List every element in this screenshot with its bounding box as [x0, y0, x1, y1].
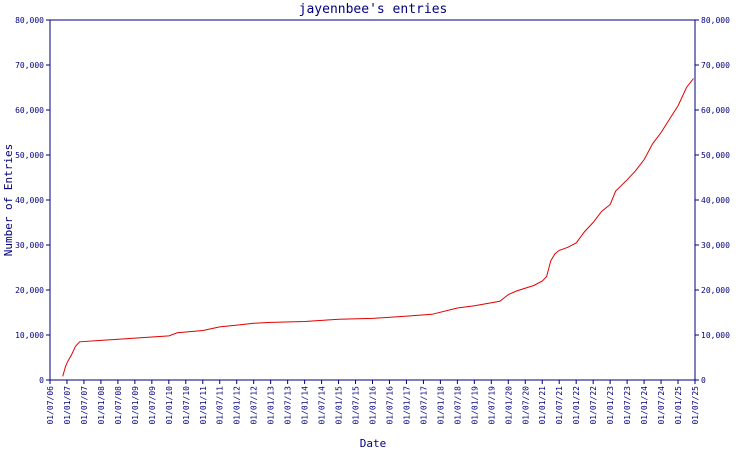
x-tick-label: 01/07/21	[555, 386, 564, 425]
plot-frame	[49, 19, 696, 381]
x-axis-label: Date	[360, 437, 387, 450]
x-tick-label: 01/01/14	[301, 386, 310, 425]
x-tick-label: 01/07/14	[318, 386, 327, 425]
y-tick-label: 40,000	[15, 196, 44, 205]
y-tick-label-right: 80,000	[701, 16, 730, 25]
x-tick-label: 01/07/12	[250, 386, 259, 425]
y-tick-label-right: 70,000	[701, 61, 730, 70]
y-tick-label-right: 60,000	[701, 106, 730, 115]
x-tick-label: 01/01/25	[674, 386, 683, 425]
x-tick-label: 01/01/17	[402, 386, 411, 425]
y-ticks-right: 0 10,000 20,000 30,000 40,000 50,000 60,000 70,…	[695, 16, 730, 385]
y-tick-label-right: 10,000	[701, 331, 730, 340]
y-tick-label: 60,000	[15, 106, 44, 115]
x-tick-label: 01/01/15	[335, 386, 344, 425]
y-tick-label-right: 20,000	[701, 286, 730, 295]
x-tick-label: 01/01/23	[606, 386, 615, 425]
x-tick-label: 01/07/16	[385, 386, 394, 425]
x-tick-label: 01/01/22	[572, 386, 581, 425]
y-tick-label: 20,000	[15, 286, 44, 295]
x-tick-label: 01/01/12	[233, 386, 242, 425]
x-tick-label: 01/07/13	[284, 386, 293, 425]
x-tick-label: 01/07/20	[521, 386, 530, 425]
y-tick-label: 70,000	[15, 61, 44, 70]
x-tick-label: 01/01/09	[131, 386, 140, 425]
x-tick-label: 01/07/09	[148, 386, 157, 425]
x-tick-label: 01/07/08	[114, 386, 123, 425]
x-tick-label: 01/01/24	[640, 386, 649, 425]
y-tick-label: 0	[39, 376, 44, 385]
y-ticks-left: 0 10,000 20,000 30,000 40,000 50,000 60,000 70,…	[15, 16, 50, 385]
series	[62, 78, 694, 377]
x-tick-label: 01/07/25	[691, 386, 700, 425]
x-tick-label: 01/07/15	[352, 386, 361, 425]
x-tick-label: 01/07/18	[453, 386, 462, 425]
x-ticks: 01/07/06 01/01/07 01/07/07 01/01/08 01/07/08…	[46, 380, 700, 425]
x-tick-label: 01/01/11	[199, 386, 208, 425]
x-tick-label: 01/07/24	[657, 386, 666, 425]
x-tick-label: 01/07/11	[216, 386, 225, 425]
axes	[49, 19, 696, 381]
x-tick-label: 01/01/08	[97, 386, 106, 425]
y-tick-label-right: 30,000	[701, 241, 730, 250]
x-tick-label: 01/01/16	[369, 386, 378, 425]
x-tick-label: 01/01/13	[267, 386, 276, 425]
x-tick-label: 01/07/19	[487, 386, 496, 425]
y-tick-label: 50,000	[15, 151, 44, 160]
series-line-0	[62, 78, 694, 377]
y-tick-label: 10,000	[15, 331, 44, 340]
chart-title: jayennbee's entries	[299, 2, 448, 17]
x-tick-label: 01/07/06	[46, 386, 55, 425]
x-tick-label: 01/01/18	[436, 386, 445, 425]
y-tick-label-right: 40,000	[701, 196, 730, 205]
x-tick-label: 01/07/23	[623, 386, 632, 425]
y-axis-label: Number of Entries	[2, 144, 15, 257]
y-tick-label: 80,000	[15, 16, 44, 25]
x-tick-label: 01/01/19	[470, 386, 479, 425]
x-tick-label: 01/07/22	[589, 386, 598, 425]
y-tick-label-right: 0	[701, 376, 706, 385]
x-tick-label: 01/01/20	[504, 386, 513, 425]
x-tick-label: 01/07/10	[182, 386, 191, 425]
y-tick-label-right: 50,000	[701, 151, 730, 160]
x-tick-label: 01/07/07	[80, 386, 89, 425]
x-tick-label: 01/01/21	[538, 386, 547, 425]
x-tick-label: 01/07/17	[419, 386, 428, 425]
y-tick-label: 30,000	[15, 241, 44, 250]
x-tick-label: 01/01/10	[165, 386, 174, 425]
x-tick-label: 01/01/07	[63, 386, 72, 425]
